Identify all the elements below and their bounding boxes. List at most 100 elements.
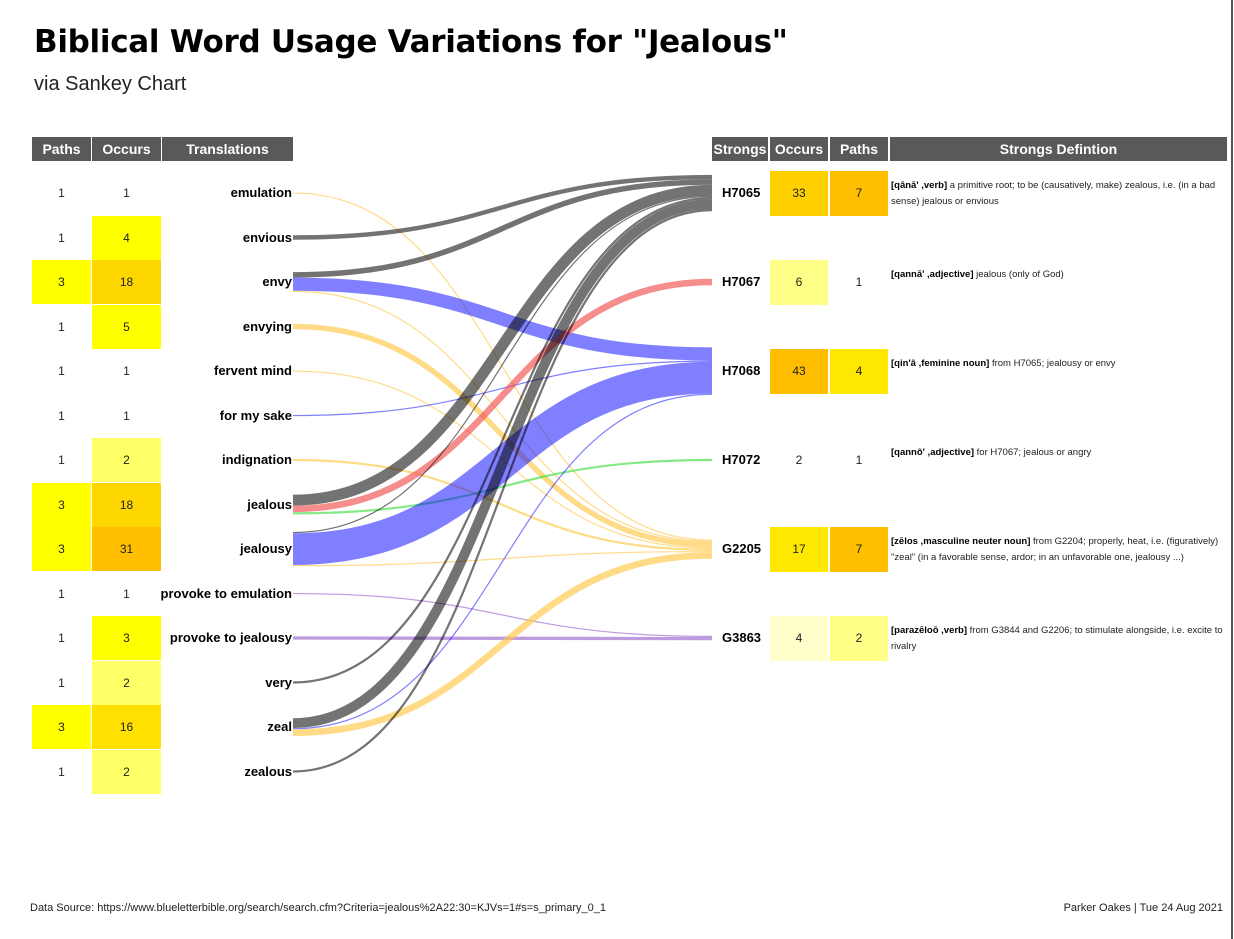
occurs-cell-for-my-sake: 1 <box>92 393 161 438</box>
strongs-definition-h7067: [qannā' ,adjective] jealous (only of God… <box>891 267 1225 283</box>
translation-label-zealous: zealous <box>244 763 292 779</box>
flow-envious-to-h7065 <box>292 174 713 240</box>
strongs-definition-g3863: [parazēloō ,verb] from G3844 and G2206; … <box>891 623 1225 655</box>
strongs-code-h7067: H7067 <box>722 274 761 289</box>
strongs-definition-h7065: [qānā' ,verb] a primitive root; to be (c… <box>891 178 1225 210</box>
definition-text: from G3844 and G2206; to stimulate along… <box>891 625 1223 652</box>
occurs-cell-indignation: 2 <box>92 438 161 482</box>
strongs-paths-h7067: 1 <box>830 260 888 305</box>
flow-zeal-to-g2205 <box>292 552 713 736</box>
flow-envy-to-h7065 <box>292 179 713 278</box>
definition-term: [parazēloō ,verb] <box>891 625 968 636</box>
strongs-paths-g2205: 7 <box>830 527 888 572</box>
strongs-code-g2205: G2205 <box>722 541 762 556</box>
strongs-code-g3863: G3863 <box>722 630 762 645</box>
data-source-note: Data Source: https://www.blueletterbible… <box>30 902 606 914</box>
strongs-occurs-g3863: 4 <box>770 616 828 661</box>
paths-cell-fervent-mind: 1 <box>32 349 91 393</box>
occurs-cell-provoke-to-emulation: 1 <box>92 571 161 616</box>
flow-envying-to-g2205 <box>292 323 713 548</box>
header-paths: Paths <box>32 137 91 161</box>
flow-zeal-to-h7068 <box>292 393 713 730</box>
paths-cell-jealousy: 3 <box>32 527 91 571</box>
occurs-cell-very: 2 <box>92 660 161 705</box>
occurs-cell-jealous: 18 <box>92 482 161 527</box>
occurs-cell-envying: 5 <box>92 304 161 349</box>
strongs-code-h7065: H7065 <box>722 185 761 200</box>
flow-emulation-to-g2205 <box>292 192 713 541</box>
page-right-border <box>1231 0 1233 939</box>
flow-provoke-to-emulation-to-g3863 <box>292 592 713 637</box>
strongs-occurs-g2205: 17 <box>770 527 828 572</box>
flow-jealousy-to-h7065 <box>292 195 713 534</box>
paths-cell-envious: 1 <box>32 215 91 260</box>
definition-term: [qānā' ,verb] <box>891 180 948 191</box>
definition-term: [qannô' ,adjective] <box>891 447 975 458</box>
strongs-paths-g3863: 2 <box>830 616 888 661</box>
flow-jealous-to-h7067 <box>292 278 713 513</box>
paths-cell-indignation: 1 <box>32 438 91 482</box>
occurs-cell-provoke-to-jealousy: 3 <box>92 616 161 660</box>
strongs-definition-g2205: [zēlos ,masculine neuter noun] from G220… <box>891 534 1225 566</box>
paths-cell-very: 1 <box>32 660 91 705</box>
occurs-cell-jealousy: 31 <box>92 527 161 571</box>
occurs-cell-zeal: 16 <box>92 705 161 749</box>
strongs-paths-h7068: 4 <box>830 349 888 394</box>
header-translations: Translations <box>162 137 293 161</box>
header-strongs-paths: Paths <box>830 137 888 161</box>
paths-cell-envying: 1 <box>32 304 91 349</box>
definition-text: from H7065; jealousy or envy <box>989 358 1116 369</box>
translation-label-indignation: indignation <box>221 452 292 467</box>
paths-cell-for-my-sake: 1 <box>32 393 91 438</box>
paths-cell-zealous: 1 <box>32 749 91 794</box>
strongs-occurs-h7068: 43 <box>770 349 828 394</box>
definition-text: a primitive root; to be (causatively, ma… <box>891 180 1216 207</box>
occurs-cell-envy: 18 <box>92 260 161 304</box>
page-subtitle: via Sankey Chart <box>34 73 187 95</box>
flow-zeal-to-h7065 <box>292 199 713 729</box>
occurs-cell-emulation: 1 <box>92 171 161 215</box>
translation-label-envy: envy <box>262 274 292 289</box>
definition-text: for H7067; jealous or angry <box>974 447 1092 458</box>
translation-label-jealousy: jealousy <box>239 541 292 556</box>
flow-jealous-to-h7072 <box>292 458 713 515</box>
definition-term: [qin'â ,feminine noun] <box>891 358 990 369</box>
translation-label-for-my-sake: for my sake <box>219 407 292 423</box>
paths-cell-envy: 3 <box>32 260 91 304</box>
occurs-cell-fervent-mind: 1 <box>92 349 161 393</box>
translation-label-very: very <box>265 674 292 690</box>
strongs-paths-h7065: 7 <box>830 171 888 216</box>
translation-label-fervent-mind: fervent mind <box>213 363 292 378</box>
header-strongs-definition: Strongs Defintion <box>890 137 1227 161</box>
occurs-cell-zealous: 2 <box>92 749 161 794</box>
flow-zealous-to-h7065 <box>292 209 713 773</box>
strongs-definition-h7068: [qin'â ,feminine noun] from H7065; jealo… <box>891 356 1225 372</box>
strongs-paths-h7072: 1 <box>830 438 888 483</box>
header-strongs-occurs: Occurs <box>770 137 828 161</box>
translation-label-emulation: emulation <box>230 185 292 200</box>
flow-envy-to-h7068 <box>292 277 713 361</box>
flow-envy-to-g2205 <box>292 290 713 543</box>
definition-term: [qannā' ,adjective] <box>891 269 974 280</box>
paths-cell-emulation: 1 <box>32 171 91 215</box>
definition-term: [zēlos ,masculine neuter noun] <box>891 536 1031 547</box>
strongs-definition-h7072: [qannô' ,adjective] for H7067; jealous o… <box>891 445 1225 461</box>
occurs-cell-envious: 4 <box>92 215 161 260</box>
strongs-code-h7068: H7068 <box>722 363 761 378</box>
paths-cell-zeal: 3 <box>32 705 91 749</box>
strongs-occurs-h7072: 2 <box>770 438 828 483</box>
definition-text: jealous (only of God) <box>973 269 1064 280</box>
paths-cell-provoke-to-jealousy: 1 <box>32 616 91 660</box>
paths-cell-provoke-to-emulation: 1 <box>32 571 91 616</box>
flow-very-to-h7065 <box>292 196 713 684</box>
flow-provoke-to-jealousy-to-g3863 <box>292 636 713 641</box>
header-strongs: Strongs <box>712 137 768 161</box>
author-credit: Parker Oakes | Tue 24 Aug 2021 <box>1063 902 1223 914</box>
translation-label-provoke-to-emulation: provoke to emulation <box>160 585 292 601</box>
strongs-code-h7072: H7072 <box>722 452 761 467</box>
strongs-occurs-h7067: 6 <box>770 260 828 305</box>
paths-cell-jealous: 3 <box>32 482 91 527</box>
definition-text: from G2204; properly, heat, i.e. (figura… <box>891 536 1219 563</box>
translation-label-envious: envious <box>242 229 292 245</box>
